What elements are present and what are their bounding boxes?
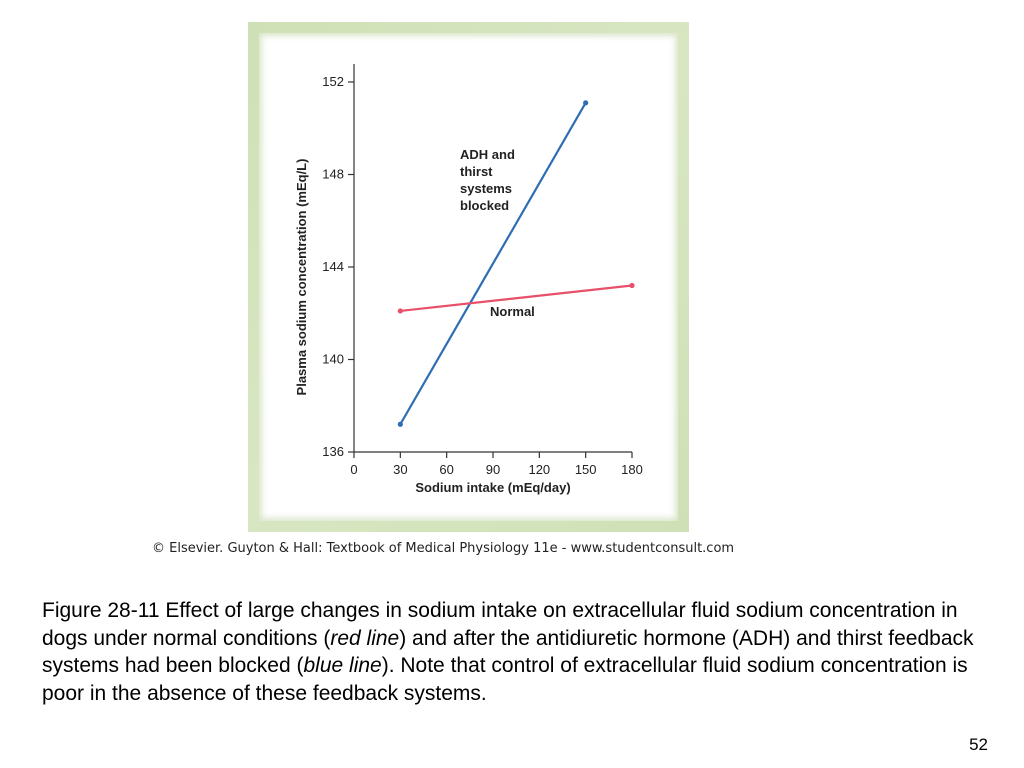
y-tick-label: 152 [322,74,344,89]
page-number: 52 [969,735,988,754]
caption-text-middle: ) and after the antidiuretic hormone (AD… [42,626,974,678]
caption-text: Figure 28-11 Effect of large changes in … [42,599,958,650]
y-tick-label: 148 [322,167,344,182]
x-tick-label: 0 [350,462,357,477]
y-tick-label: 136 [322,444,344,459]
y-tick-label: 140 [322,352,344,367]
series-label-blocked: ADH and [460,147,515,162]
x-tick-label: 60 [439,462,453,477]
copyright-notice: © Elsevier. Guyton & Hall: Textbook of M… [152,541,735,556]
series-label-normal: Normal [490,304,535,319]
caption-text-end: ). Note that control of extracellular fl… [42,654,968,705]
chart: 136 140 144 148 152 0 30 60 90 120 150 180 Sodium in… [294,64,643,495]
y-tick-label: 144 [322,259,344,274]
x-tick-label: 90 [486,462,500,477]
data-point [583,100,589,106]
figure-caption: Figure 28-11 Effect of large changes in … [42,597,1002,707]
x-tick-label: 30 [393,462,407,477]
data-point [629,282,635,289]
caption-blue-line: blue line [303,654,382,677]
plot-panel [259,33,678,521]
series-label-blocked: systems [460,181,512,196]
series-label-blocked: blocked [460,198,509,213]
x-tick-label: 150 [575,462,597,477]
figure-frame: 136 140 144 148 152 0 30 60 90 120 150 180 Sodium in… [248,22,689,532]
caption-red-line: red line [330,626,400,650]
data-point [397,308,403,314]
x-tick-label: 180 [621,462,643,477]
series-line-blocked [399,102,587,425]
series-line-normal [400,284,633,313]
data-point [397,421,403,427]
series-label-blocked: thirst [460,164,493,179]
y-axis-title: Plasma sodium concentration (mEq/L) [294,159,309,396]
x-axis-title: Sodium intake (mEq/day) [415,480,570,495]
x-tick-label: 120 [528,462,550,477]
